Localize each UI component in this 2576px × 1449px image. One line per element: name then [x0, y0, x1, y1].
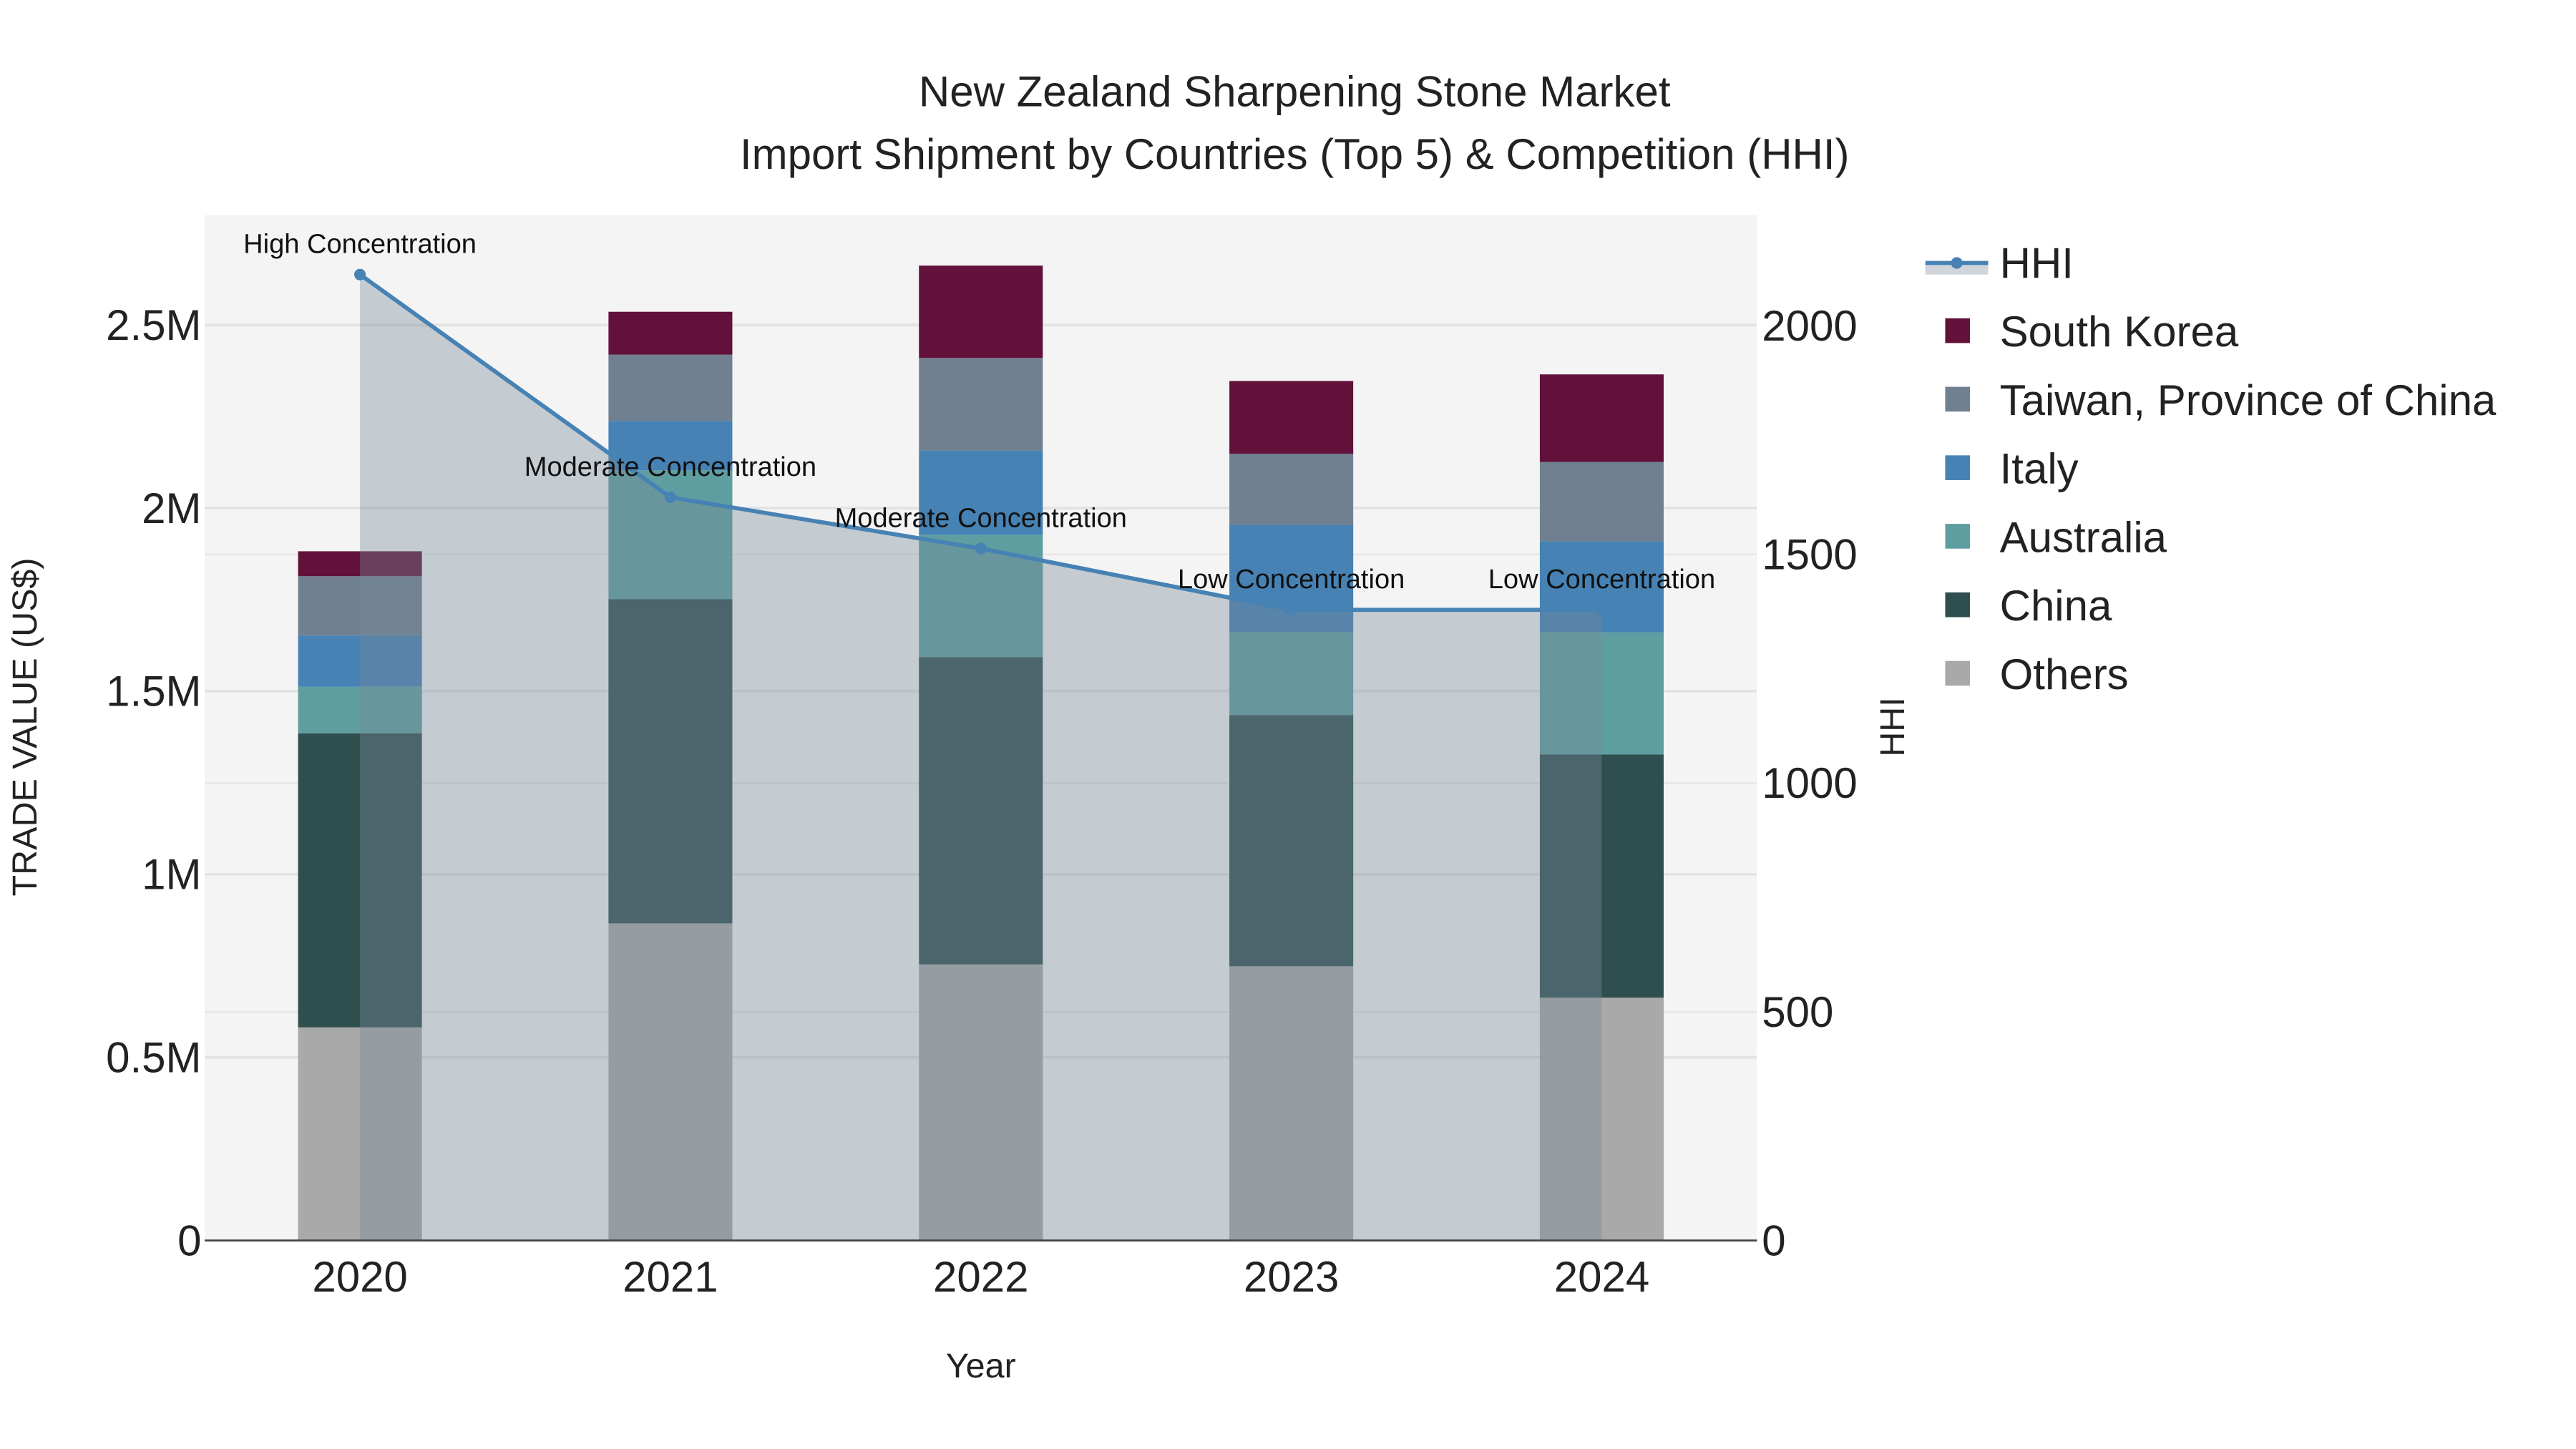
bar-australia-2024 [1539, 632, 1664, 755]
legend-item[interactable]: China [1945, 582, 2112, 630]
chart-title: New Zealand Sharpening Stone Market [919, 67, 1671, 115]
x-tick-label: 2022 [933, 1253, 1028, 1301]
axes: 0 0.5M 1M 1.5M 2M 2.5M 0 500 1000 1500 2000 2020 202… [106, 301, 1858, 1301]
bar-taiwan-province-of-china-2020 [298, 576, 422, 636]
legend-label: South Korea [2000, 308, 2239, 356]
legend-swatch-hhi-marker [1951, 257, 1963, 269]
bar-china-2021 [608, 599, 733, 924]
bar-taiwan-province-of-china-2021 [608, 354, 733, 421]
y2-tick-label: 1000 [1762, 759, 1857, 807]
hhi-point-2022 [975, 542, 987, 555]
legend-label: HHI [2000, 239, 2074, 287]
x-axis-title: Year [946, 1347, 1016, 1385]
legend-item[interactable]: Australia [1945, 513, 2167, 561]
bar-china-2020 [298, 733, 422, 1028]
bars [298, 265, 1664, 1241]
legend-item[interactable]: South Korea [1945, 308, 2239, 356]
bar-italy-2024 [1539, 541, 1664, 633]
legend-item[interactable]: Italy [1945, 445, 2079, 493]
bar-australia-2023 [1229, 632, 1354, 716]
y2-tick-label: 2000 [1762, 302, 1857, 350]
y-tick-label: 1.5M [106, 668, 201, 716]
legend-label: Australia [2000, 513, 2167, 561]
y-tick-label: 2.5M [106, 301, 201, 349]
y2-axis-title: HHI [1873, 697, 1912, 756]
y-tick-label: 1M [142, 851, 201, 899]
y-tick-label: 0 [177, 1216, 201, 1264]
hhi-annotation: Moderate Concentration [525, 452, 816, 482]
bar-china-2023 [1229, 715, 1354, 967]
bar-taiwan-province-of-china-2023 [1229, 454, 1354, 525]
chart-subtitle: Import Shipment by Countries (Top 5) & C… [740, 130, 1850, 178]
legend-label: China [2000, 582, 2112, 630]
bar-taiwan-province-of-china-2022 [919, 358, 1043, 451]
x-tick-label: 2023 [1244, 1253, 1339, 1301]
x-tick-label: 2024 [1554, 1253, 1649, 1301]
hhi-point-2021 [664, 491, 676, 504]
legend-item[interactable]: Others [1945, 650, 2129, 698]
bar-italy-2020 [298, 635, 422, 687]
hhi-annotation: Moderate Concentration [835, 504, 1127, 534]
bar-others-2023 [1229, 966, 1354, 1241]
bar-italy-2021 [608, 421, 733, 471]
bar-south-korea-2020 [298, 551, 422, 577]
bar-south-korea-2024 [1539, 374, 1664, 462]
y-tick-label: 0.5M [106, 1034, 201, 1082]
y-axis-title: TRADE VALUE (US$) [6, 557, 44, 896]
bar-others-2020 [298, 1027, 422, 1241]
legend-item[interactable]: Taiwan, Province of China [1945, 376, 2497, 424]
bar-others-2021 [608, 923, 733, 1241]
bar-south-korea-2021 [608, 311, 733, 355]
legend-swatch [1945, 318, 1971, 343]
bar-italy-2022 [919, 450, 1043, 535]
y2-tick-label: 0 [1762, 1216, 1785, 1264]
legend-swatch [1945, 524, 1971, 549]
bar-others-2024 [1539, 997, 1664, 1241]
hhi-point-2023 [1285, 604, 1297, 616]
bar-china-2024 [1539, 754, 1664, 998]
legend-swatch [1945, 455, 1971, 480]
bar-others-2022 [919, 964, 1043, 1241]
hhi-point-2020 [354, 268, 366, 280]
bar-australia-2020 [298, 686, 422, 733]
legend-swatch [1945, 386, 1971, 412]
y2-tick-label: 500 [1762, 988, 1833, 1036]
y2-tick-label: 1500 [1762, 531, 1857, 579]
bar-south-korea-2022 [919, 265, 1043, 358]
legend-label: Others [2000, 650, 2129, 698]
legend-swatch [1945, 592, 1971, 618]
legend-item[interactable]: HHI [1925, 239, 2074, 287]
hhi-area [360, 274, 1602, 1241]
legend-label: Taiwan, Province of China [2000, 376, 2497, 424]
hhi-point-2024 [1596, 604, 1608, 616]
hhi-annotation: Low Concentration [1178, 565, 1405, 595]
x-tick-label: 2020 [312, 1253, 407, 1301]
bar-china-2022 [919, 657, 1043, 965]
hhi-annotation: Low Concentration [1488, 565, 1715, 595]
x-tick-label: 2021 [623, 1253, 718, 1301]
legend: HHI South Korea Taiwan, Province of China I… [1925, 239, 2497, 698]
y-tick-label: 2M [142, 484, 201, 532]
hhi-annotation: High Concentration [243, 230, 477, 260]
hhi-series: High Concentration Moderate Concentration… [243, 230, 1715, 1241]
bar-taiwan-province-of-china-2024 [1539, 462, 1664, 542]
legend-swatch [1945, 660, 1971, 686]
bar-south-korea-2023 [1229, 381, 1354, 454]
legend-label: Italy [2000, 445, 2079, 493]
